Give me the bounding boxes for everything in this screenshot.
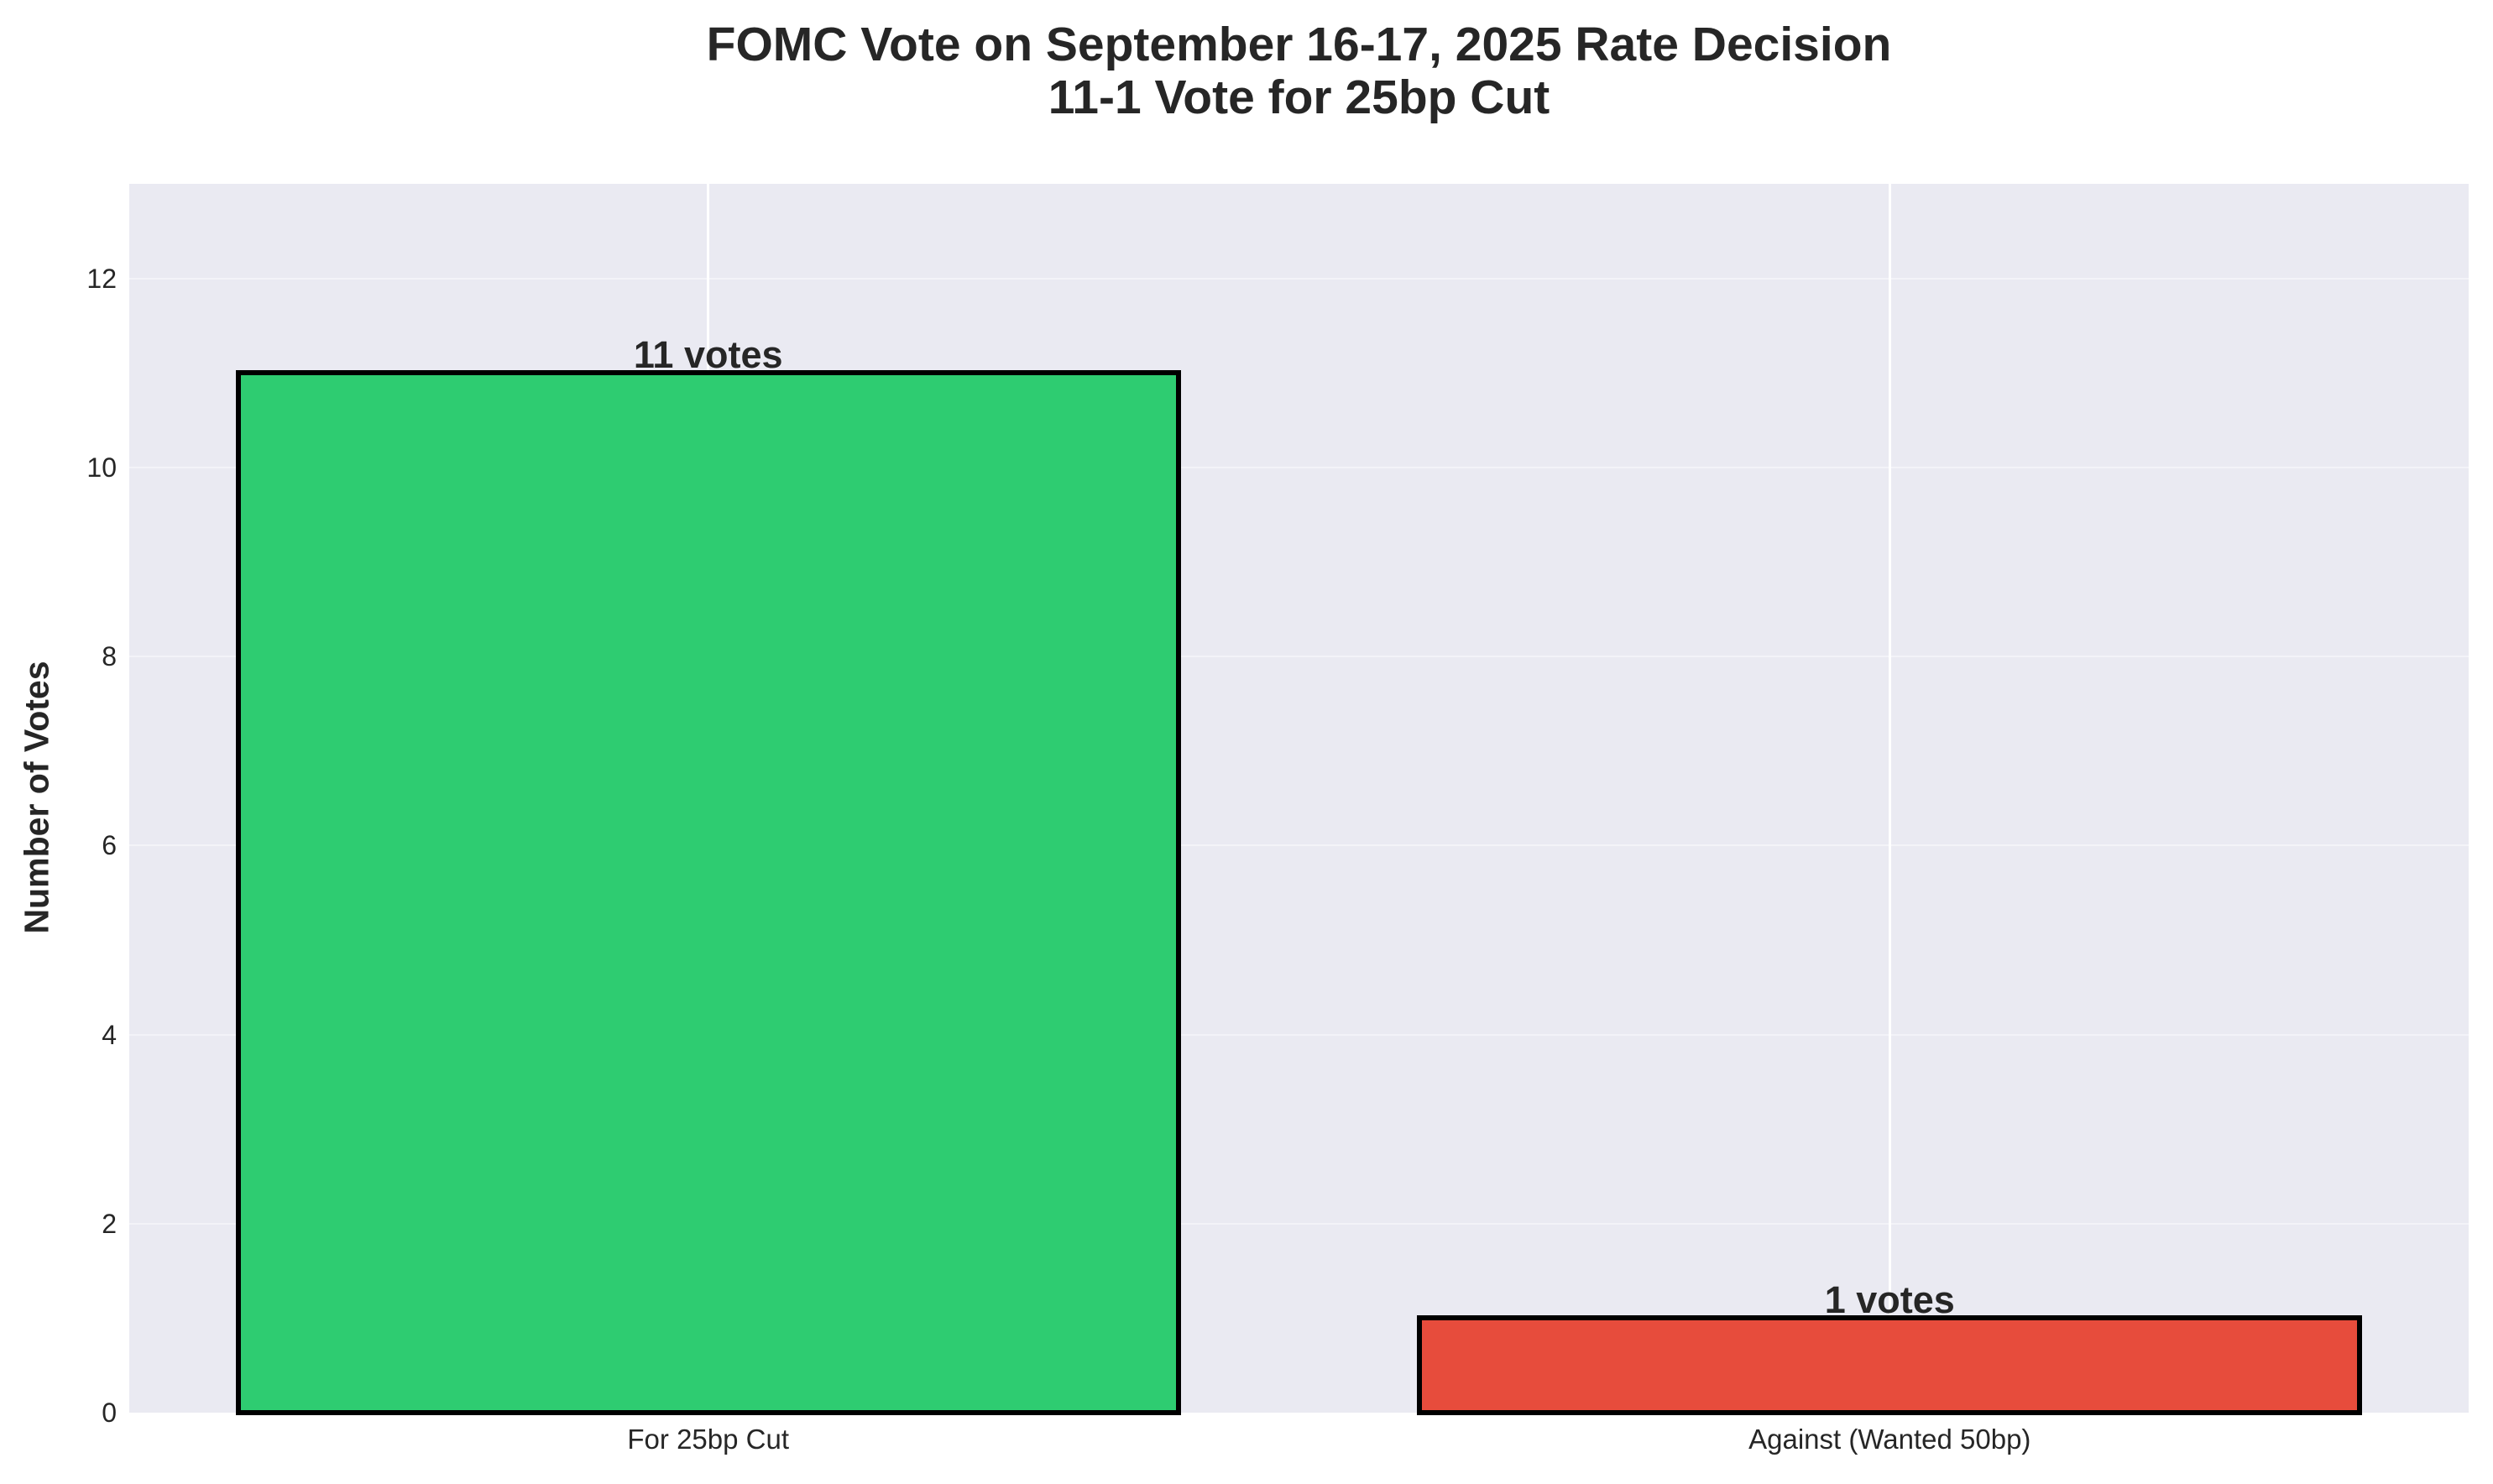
x-tick-label: For 25bp Cut [627, 1424, 790, 1455]
y-gridline [129, 277, 2469, 280]
bar-against [1417, 1315, 2363, 1415]
plot-area: 11 votes 1 votes [129, 184, 2469, 1415]
y-tick-label: 8 [102, 641, 117, 672]
bar-for [235, 370, 1181, 1415]
y-tick-label: 2 [102, 1208, 117, 1239]
bar-value-label: 11 votes [633, 333, 783, 377]
y-gridline [129, 656, 2469, 658]
chart-title-line-1: FOMC Vote on September 16-17, 2025 Rate … [706, 18, 1892, 71]
y-tick-label: 10 [86, 452, 117, 483]
y-gridline [129, 844, 2469, 847]
chart-title: FOMC Vote on September 16-17, 2025 Rate … [129, 18, 2469, 124]
chart-subtitle: 11-1 Vote for 25bp Cut [1048, 71, 1550, 124]
y-gridline [129, 1222, 2469, 1225]
x-tick-label: Against (Wanted 50bp) [1748, 1424, 2031, 1455]
bar-value-label: 1 votes [1824, 1278, 1955, 1322]
x-gridline [1888, 184, 1891, 1413]
y-tick-label: 4 [102, 1019, 117, 1050]
y-tick-label: 0 [102, 1398, 117, 1428]
y-gridline [129, 466, 2469, 468]
y-tick-label: 12 [86, 263, 117, 294]
y-gridline [129, 1033, 2469, 1036]
y-tick-label: 6 [102, 830, 117, 861]
y-axis-label: Number of Votes [17, 661, 56, 934]
